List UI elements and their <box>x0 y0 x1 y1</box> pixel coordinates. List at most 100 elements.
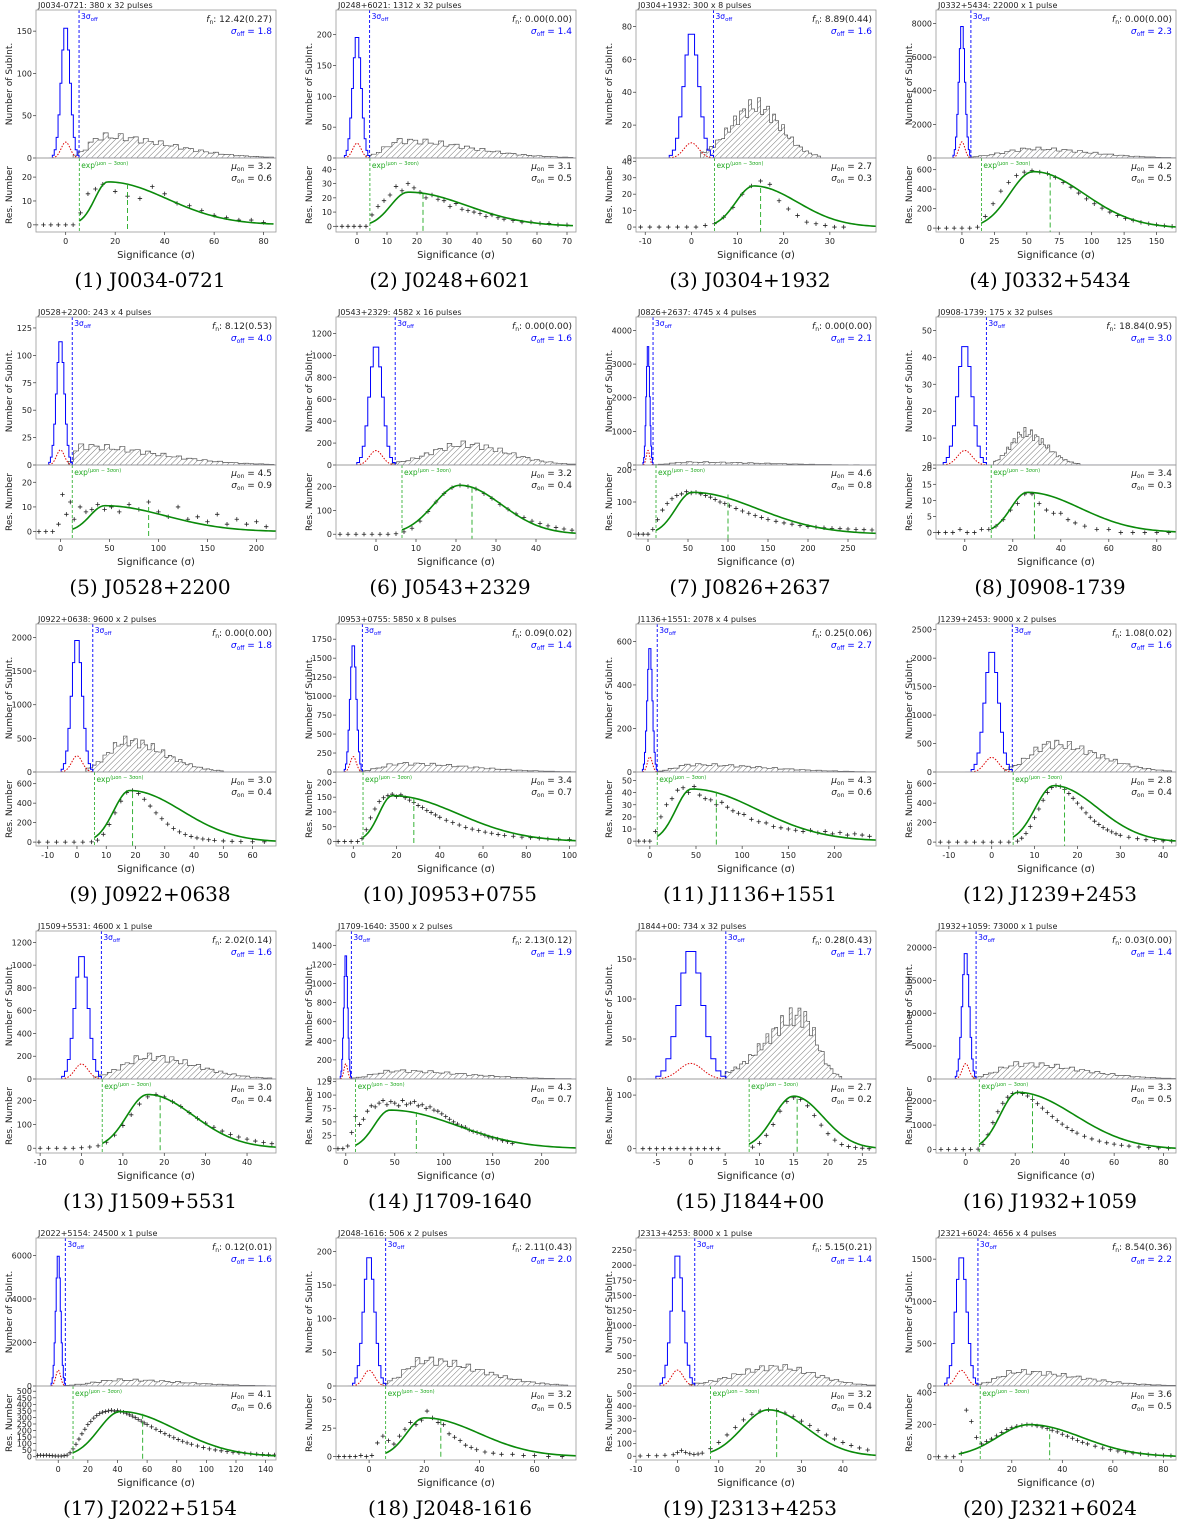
residual-point <box>638 224 643 230</box>
pulsar-panel: J1709-1640: 3500 x 2 pulses 3σoff 0 200 400 6… <box>300 921 600 1228</box>
bottom-axes-frame <box>935 157 1177 233</box>
residual-point <box>150 184 155 189</box>
xlabel: Significance (σ) <box>117 557 195 568</box>
top-ytick-label: 50 <box>922 326 932 335</box>
bottom-ytick-label: 0 <box>27 528 32 537</box>
bottom-ytick-label: 40 <box>322 165 332 174</box>
residual-point <box>805 1103 810 1109</box>
off-pulse-histogram <box>645 951 876 1079</box>
bottom-ytick-label: 10 <box>622 207 632 216</box>
xtick-label: 150 <box>200 544 215 553</box>
residual-point <box>72 517 77 522</box>
residual-point <box>1044 507 1049 513</box>
xlabel: Significance (σ) <box>417 250 495 261</box>
top-ytick-label: 600 <box>317 395 332 404</box>
off-pulse-histogram <box>950 26 1176 158</box>
residual-point <box>482 829 488 835</box>
residual-point <box>708 494 713 500</box>
top-ytick-label: 1250 <box>312 673 332 682</box>
exp-threshold-superscript: (μon − 3σon) <box>95 161 128 167</box>
off-threshold-label: 3σoff <box>655 319 672 330</box>
fn-value: fn: 0.25(0.06) <box>812 629 872 640</box>
panel-header: J0248+6021: 1312 x 32 pulses <box>337 1 462 10</box>
top-ytick-label: 1500 <box>12 667 32 676</box>
residual-point <box>1092 1443 1098 1449</box>
top-ytick-label: 0 <box>627 1075 632 1084</box>
residual-point <box>561 526 567 532</box>
pulsar-panel: J2321+6024: 4656 x 4 pulses 3σoff 0 500 1000… <box>900 1228 1200 1535</box>
panel-caption: (17) J2022+5154 <box>63 1496 237 1520</box>
bottom-axes-frame <box>35 464 277 540</box>
off-threshold-subscript: off <box>725 17 732 23</box>
mu-symbol: μ <box>830 776 837 786</box>
bottom-axes-frame <box>635 1385 877 1461</box>
top-plot-area <box>48 27 276 158</box>
exp-threshold-label: exp(μon − 3σon) <box>358 1082 405 1091</box>
residual-point <box>852 831 857 837</box>
top-ytick-label: 1000 <box>12 961 32 970</box>
bottom-ytick-label: 0 <box>327 1145 332 1154</box>
model-fit-curve <box>72 1410 276 1457</box>
off-threshold-subscript: off <box>363 938 370 944</box>
on-pulse-histogram <box>700 97 821 158</box>
equals-sign: = <box>1144 1083 1157 1093</box>
off-threshold-subscript: off <box>374 631 381 637</box>
xtick-label: 0 <box>373 544 378 553</box>
pulsar-panel: J2022+5154: 24500 x 1 pulse 3σoff 0 2000 400… <box>0 1228 300 1535</box>
panel-header: J2048-1616: 506 x 2 pulses <box>337 1229 448 1238</box>
xtick-label: 50 <box>691 851 701 860</box>
off-threshold-label: 3σoff <box>716 12 733 23</box>
top-ytick-label: 20 <box>622 121 632 130</box>
residual-point <box>103 1409 108 1414</box>
equals-sign: = <box>1144 776 1157 786</box>
sigma-symbol: σ <box>531 174 537 184</box>
equals-sign: = <box>1144 1095 1157 1105</box>
off-threshold-subscript: off <box>113 938 120 944</box>
mu-on-subscript: on <box>837 166 845 173</box>
bottom-ytick-label: 0 <box>27 1144 32 1153</box>
bottom-plot-area <box>936 491 1176 539</box>
xtick-label: 0 <box>74 851 79 860</box>
top-ytick-label: 4000 <box>912 87 932 96</box>
sigma-symbol: σ <box>531 641 537 651</box>
residual-point <box>64 512 69 517</box>
residual-point <box>857 1445 862 1451</box>
xlabel: Significance (σ) <box>117 864 195 875</box>
xlabel: Significance (σ) <box>717 557 795 568</box>
residual-point <box>953 1147 958 1152</box>
top-ytick-label: 6000 <box>912 53 932 62</box>
fn-number: : 0.09(0.02) <box>519 629 572 639</box>
residual-point <box>674 1146 680 1151</box>
residual-point <box>218 1448 224 1454</box>
residual-point <box>683 1450 688 1455</box>
residual-point <box>1100 1445 1105 1451</box>
xtick-label: 40 <box>435 851 445 860</box>
residual-point <box>969 1419 974 1424</box>
residual-point <box>76 1436 82 1442</box>
sigma-off-subscript: off <box>1137 952 1146 959</box>
residual-point <box>162 191 167 197</box>
residual-point <box>773 519 779 524</box>
xtick-label: 125 <box>1116 237 1131 246</box>
pulsar-chart: J0304+1932: 300 x 8 pulses3σoff020406080… <box>605 1 877 261</box>
bottom-axes-frame <box>935 1385 1177 1461</box>
residual-point <box>399 188 405 193</box>
top-ytick-label: 50 <box>22 112 32 121</box>
residual-point <box>167 1433 172 1438</box>
bottom-ytick-label: 600 <box>17 780 32 789</box>
top-ytick-label: 4000 <box>12 1295 32 1304</box>
residual-point <box>1079 805 1084 811</box>
fn-value: fn: 8.12(0.53) <box>212 322 272 333</box>
residual-point <box>681 1146 687 1151</box>
residual-point <box>660 507 665 513</box>
sigma-symbol: σ <box>531 1402 537 1412</box>
bottom-ytick-label: 50 <box>22 1446 32 1455</box>
pulsar-panel: J0908-1739: 175 x 32 pulses 3σoff 0 10 20 30 4… <box>900 307 1200 614</box>
residual-point <box>1143 837 1149 842</box>
residual-point <box>476 828 481 833</box>
residual-point <box>353 1454 358 1459</box>
residual-point <box>45 839 50 845</box>
top-ytick-label: 0 <box>627 154 632 163</box>
residual-point <box>664 802 669 807</box>
residual-point <box>471 209 477 215</box>
